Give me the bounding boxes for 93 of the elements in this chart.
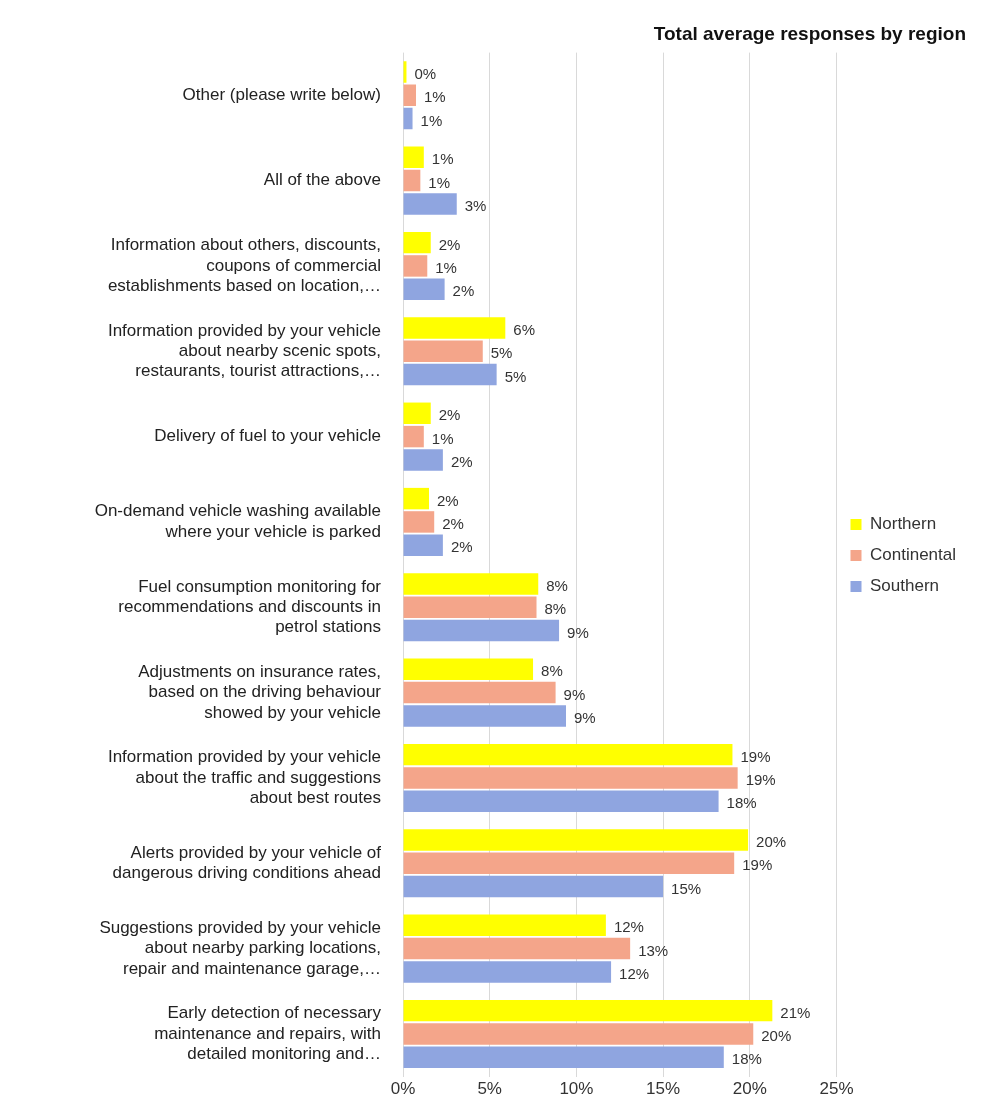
y-tick-label: Suggestions provided by your vehicle about nearby parking locations, repair and maintenance garage,… <box>99 917 381 978</box>
bar <box>403 743 733 766</box>
bar <box>403 255 428 277</box>
data-label: 20% <box>756 833 787 851</box>
data-label: 19% <box>740 747 771 765</box>
x-tick-label: 20% <box>732 1079 767 1099</box>
data-label: 12% <box>619 965 650 983</box>
data-label: 1% <box>428 173 451 191</box>
data-label: 9% <box>567 623 589 641</box>
data-label: 1% <box>424 88 446 106</box>
bar <box>403 619 560 642</box>
y-tick-label: Information about others, discounts, coupons of commercial establishments based on location,… <box>107 235 381 296</box>
data-label: 3% <box>464 197 487 215</box>
data-label: 13% <box>638 941 669 959</box>
bar <box>403 146 424 169</box>
y-tick-label: Delivery of fuel to your vehicle <box>154 426 381 446</box>
bar <box>403 705 566 727</box>
bar <box>403 511 435 533</box>
data-label: 8% <box>541 662 563 680</box>
data-label: 9% <box>563 685 586 703</box>
bar <box>403 84 417 106</box>
bar <box>403 402 431 425</box>
x-tick-label: 10% <box>559 1079 594 1099</box>
bar <box>403 875 664 898</box>
y-tick-label: Adjustments on insurance rates, based on the driving behaviour showed by your vehicle <box>138 661 382 722</box>
bar <box>403 487 430 510</box>
data-label: 2% <box>450 453 473 471</box>
data-label: 12% <box>613 918 644 936</box>
data-label: 8% <box>544 600 567 618</box>
data-label: 8% <box>546 577 568 595</box>
x-tick-label: 0% <box>390 1079 416 1099</box>
x-tick-label: 15% <box>646 1079 681 1099</box>
bar <box>403 573 539 595</box>
bar <box>403 363 497 386</box>
bar <box>403 169 421 192</box>
bar <box>403 340 483 362</box>
bar <box>403 914 606 937</box>
bar <box>403 534 443 556</box>
bar <box>403 107 413 130</box>
data-label: 19% <box>742 856 773 874</box>
data-label: 2% <box>438 406 461 424</box>
y-tick-label: All of the above <box>263 170 381 190</box>
bar <box>403 961 612 983</box>
data-label: 15% <box>671 879 702 897</box>
legend-label: Continental <box>870 545 957 565</box>
x-tick-label: 5% <box>477 1079 502 1099</box>
bar <box>403 658 534 681</box>
data-label: 18% <box>731 1050 762 1068</box>
data-label: 2% <box>450 538 473 556</box>
data-label: 0% <box>414 65 437 83</box>
chart-title: Total average responses by region <box>653 23 966 45</box>
bar <box>403 767 738 789</box>
y-tick-label: Information provided by your vehicle about nearby scenic spots, restaurants, tourist attractions,… <box>107 320 381 381</box>
bar <box>403 1023 754 1045</box>
data-label: 1% <box>431 150 454 168</box>
y-tick-label: On-demand vehicle washing available where your vehicle is parked <box>94 501 381 541</box>
bar <box>403 790 719 812</box>
x-tick-label: 25% <box>819 1079 854 1099</box>
legend-label: Northern <box>870 514 937 534</box>
bar <box>403 852 735 874</box>
data-label: 1% <box>431 429 454 447</box>
data-label: 21% <box>780 1003 811 1021</box>
data-label: 20% <box>761 1027 792 1045</box>
bar <box>403 231 431 254</box>
data-label: 9% <box>573 709 596 727</box>
data-label: 1% <box>420 111 443 129</box>
y-tick-label: Early detection of necessary maintenance and repairs, with detailed monitoring and… <box>154 1003 382 1064</box>
bar <box>403 681 556 704</box>
data-label: 2% <box>452 282 475 300</box>
bar <box>403 425 424 448</box>
bar <box>403 999 773 1022</box>
bar <box>403 937 631 960</box>
data-label: 2% <box>438 235 461 253</box>
bar <box>403 193 457 215</box>
bar <box>403 317 506 339</box>
y-tick-label: Alerts provided by your vehicle of dangerous driving conditions ahead <box>112 842 382 883</box>
data-label: 18% <box>726 794 757 812</box>
bar <box>403 1046 724 1068</box>
data-label: 19% <box>745 771 776 789</box>
data-label: 2% <box>437 491 459 509</box>
bar <box>403 278 445 300</box>
data-label: 6% <box>513 321 535 339</box>
y-tick-label: Fuel consumption monitoring for recommendations and discounts in petrol stations <box>118 576 382 637</box>
legend-label: Southern <box>870 576 939 596</box>
bar <box>403 596 537 618</box>
data-label: 2% <box>442 515 464 533</box>
y-tick-label: Information provided by your vehicle about the traffic and suggestions about best routes <box>107 747 381 808</box>
bar <box>403 449 443 471</box>
bar <box>403 829 749 851</box>
data-label: 5% <box>490 344 513 362</box>
data-label: 5% <box>504 367 527 385</box>
data-label: 1% <box>435 259 457 277</box>
y-tick-label: Other (please write below) <box>182 84 381 104</box>
